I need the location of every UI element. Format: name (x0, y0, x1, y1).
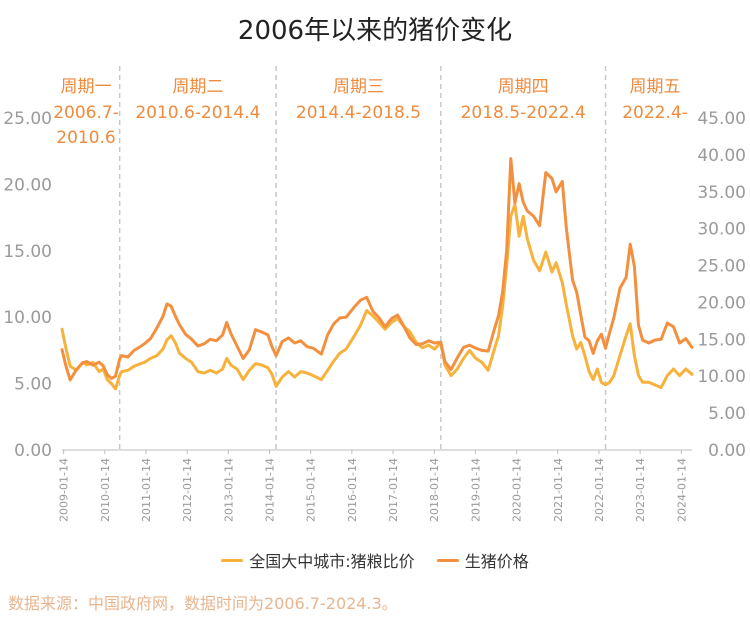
period-range-label: 2014.4-2018.5 (296, 103, 421, 123)
legend-swatch-ratio (221, 558, 244, 562)
period-name-label: 周期一 (61, 77, 112, 97)
x-axis-tick-label: 2020-01-14 (511, 458, 524, 522)
x-axis-tick-label: 2015-01-14 (305, 458, 318, 522)
period-range-label: 2010.6 (56, 128, 115, 148)
x-axis-tick-label: 2021-01-14 (552, 458, 565, 522)
left-axis-tick-label: 15.00 (3, 242, 52, 262)
legend-item-ratio[interactable]: 全国大中城市:猪粮比价 (221, 548, 415, 572)
period-range-label: 2010.6-2014.4 (135, 103, 260, 123)
x-axis-tick-label: 2023-01-14 (634, 458, 647, 522)
x-axis-tick-label: 2024-01-14 (675, 458, 688, 522)
right-axis-tick-label: 15.00 (697, 330, 746, 350)
series-line-price (60, 157, 694, 382)
right-axis-tick-label: 40.00 (697, 146, 746, 166)
right-axis-tick-label: 0.00 (708, 441, 746, 461)
right-axis-tick-label: 20.00 (697, 293, 746, 313)
legend-swatch-price (436, 558, 459, 562)
left-axis-tick-label: 25.00 (3, 109, 52, 129)
x-axis-tick-label: 2018-01-14 (428, 458, 441, 522)
period-name-label: 周期五 (630, 77, 681, 97)
period-range-label: 2022.4- (622, 103, 688, 123)
legend-item-price[interactable]: 生猪价格 (436, 548, 529, 572)
left-axis-tick-label: 20.00 (3, 175, 52, 195)
x-axis-tick-label: 2013-01-14 (222, 458, 235, 522)
x-axis-tick-label: 2014-01-14 (264, 458, 277, 522)
period-name-label: 周期二 (172, 77, 223, 97)
right-axis-tick-label: 25.00 (697, 257, 746, 277)
legend-label-price: 生猪价格 (464, 552, 529, 571)
right-axis-tick-label: 5.00 (708, 404, 746, 424)
period-range-label: 2018.5-2022.4 (461, 103, 586, 123)
x-axis-tick-label: 2017-01-14 (387, 458, 400, 522)
series-line-ratio (60, 202, 694, 391)
left-axis-tick-label: 0.00 (14, 441, 52, 461)
chart-title: 2006年以来的猪价变化 (237, 16, 513, 46)
data-source-note: 数据来源：中国政府网，数据时间为2006.7-2024.3。 (8, 594, 398, 613)
legend-label-ratio: 全国大中城市:猪粮比价 (249, 552, 415, 571)
x-axis-tick-label: 2019-01-14 (469, 458, 482, 522)
chart-canvas: 0.00 5.00 10.00 15.00 20.00 25.00 0.00 5.00 10.0… (3, 66, 746, 522)
left-axis-tick-label: 10.00 (3, 308, 52, 328)
left-axis-tick-label: 5.00 (14, 375, 52, 395)
period-name-label: 周期三 (333, 77, 384, 97)
x-axis-tick-label: 2010-01-14 (99, 458, 112, 522)
period-name-label: 周期四 (498, 77, 549, 97)
period-range-label: 2006.7- (53, 103, 119, 123)
x-axis-tick-label: 2011-01-14 (140, 458, 153, 522)
legend: 全国大中城市:猪粮比价 生猪价格 (0, 548, 750, 572)
x-axis-tick-label: 2022-01-14 (593, 458, 606, 522)
right-axis-tick-label: 35.00 (697, 183, 746, 203)
x-axis-tick-label: 2009-01-14 (58, 458, 71, 522)
x-axis-tick-label: 2012-01-14 (181, 458, 194, 522)
right-axis-tick-label: 10.00 (697, 367, 746, 387)
right-axis-tick-label: 30.00 (697, 220, 746, 240)
x-axis-tick-label: 2016-01-14 (346, 458, 359, 522)
right-axis-tick-label: 45.00 (697, 109, 746, 129)
